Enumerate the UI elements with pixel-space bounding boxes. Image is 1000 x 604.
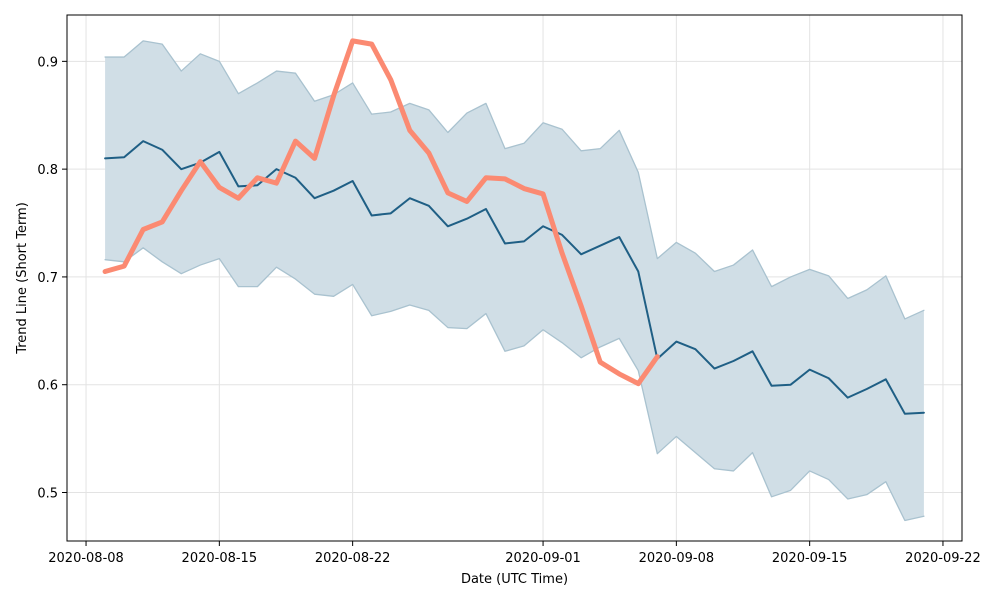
band-lower-edge xyxy=(104,247,925,522)
trend-line xyxy=(104,140,925,415)
tick-layer: 2020-08-08 2020-08-15 2020-08-22 2020-09-01… xyxy=(37,55,980,566)
y-tick-label: 0.8 xyxy=(37,163,58,178)
x-tick-label: 2020-09-22 xyxy=(905,551,981,566)
y-tick-label: 0.6 xyxy=(37,379,58,394)
x-axis-label: Date (UTC Time) xyxy=(461,572,568,587)
x-tick-label: 2020-08-08 xyxy=(48,551,124,566)
band-upper-edge xyxy=(104,40,925,320)
plot-frame xyxy=(66,14,963,542)
actual-line xyxy=(102,38,660,387)
line-layer xyxy=(102,38,925,522)
x-tick-label: 2020-08-22 xyxy=(315,551,391,566)
y-tick-label: 0.7 xyxy=(37,271,58,286)
band-layer xyxy=(105,40,924,521)
x-tick-label: 2020-09-01 xyxy=(505,551,581,566)
x-tick-label: 2020-09-15 xyxy=(772,551,848,566)
y-axis-label: Trend Line (Short Term) xyxy=(15,202,30,355)
x-tick-label: 2020-09-08 xyxy=(639,551,715,566)
y-tick-label: 0.5 xyxy=(37,486,58,501)
confidence-band xyxy=(105,40,924,521)
y-tick-label: 0.9 xyxy=(37,55,58,70)
x-tick-label: 2020-08-15 xyxy=(182,551,258,566)
